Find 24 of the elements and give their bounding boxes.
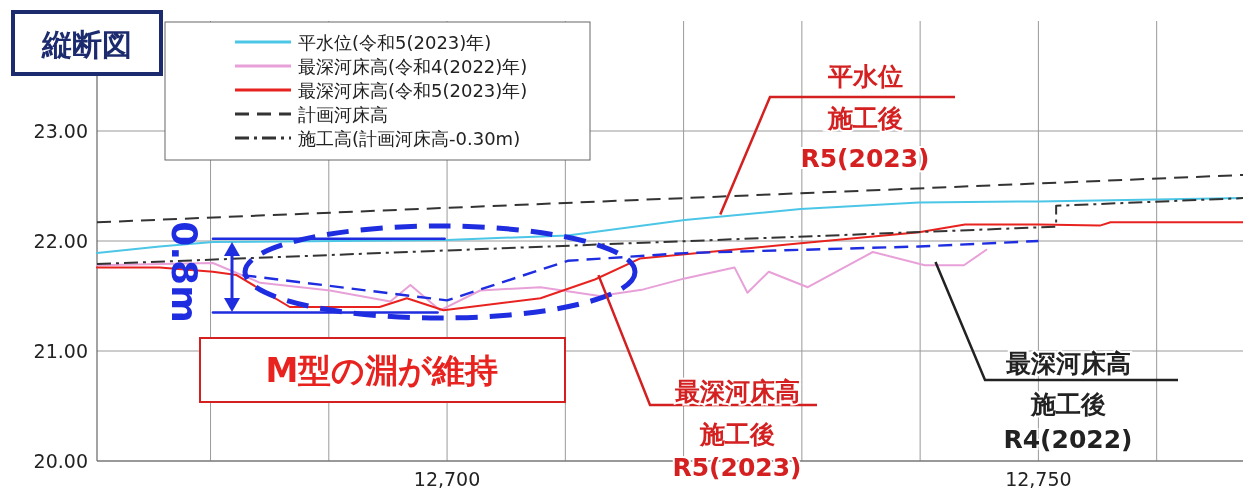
annotation: R5(2023): [672, 453, 802, 482]
x-tick-label: 12,700: [413, 468, 481, 490]
annotation: 0.8m: [164, 221, 205, 323]
legend-label: 計画河床高: [298, 104, 388, 125]
legend-label: 最深河床高(令和4(2022)年): [298, 56, 528, 77]
y-tick-label: 20.00: [33, 450, 88, 472]
line-series: [241, 239, 1040, 302]
legend-label: 施工高(計画河床高-0.30m): [298, 128, 521, 149]
annotation: 平水位: [826, 62, 903, 91]
y-tick-label: 23.00: [33, 120, 88, 142]
y-tick-label: 21.00: [33, 340, 88, 362]
annotation: 施工後: [1029, 390, 1106, 419]
annotation: R4(2022): [1003, 425, 1133, 454]
annotation: 最深河床高: [673, 377, 800, 406]
annotation: M型の淵が維持: [265, 351, 499, 390]
x-tick-label: 12,750: [1005, 468, 1072, 490]
annotation: 施工後: [826, 104, 903, 133]
legend-label: 最深河床高(令和5(2023)年): [298, 80, 528, 101]
annotation: 施工後: [698, 420, 775, 449]
annotation: R5(2023): [800, 144, 930, 173]
chart-title: 縦断図: [41, 27, 132, 62]
y-tick-label: 22.00: [33, 230, 88, 252]
legend-label: 平水位(令和5(2023)年): [298, 32, 492, 53]
annotation: 最深河床高: [1004, 349, 1131, 378]
